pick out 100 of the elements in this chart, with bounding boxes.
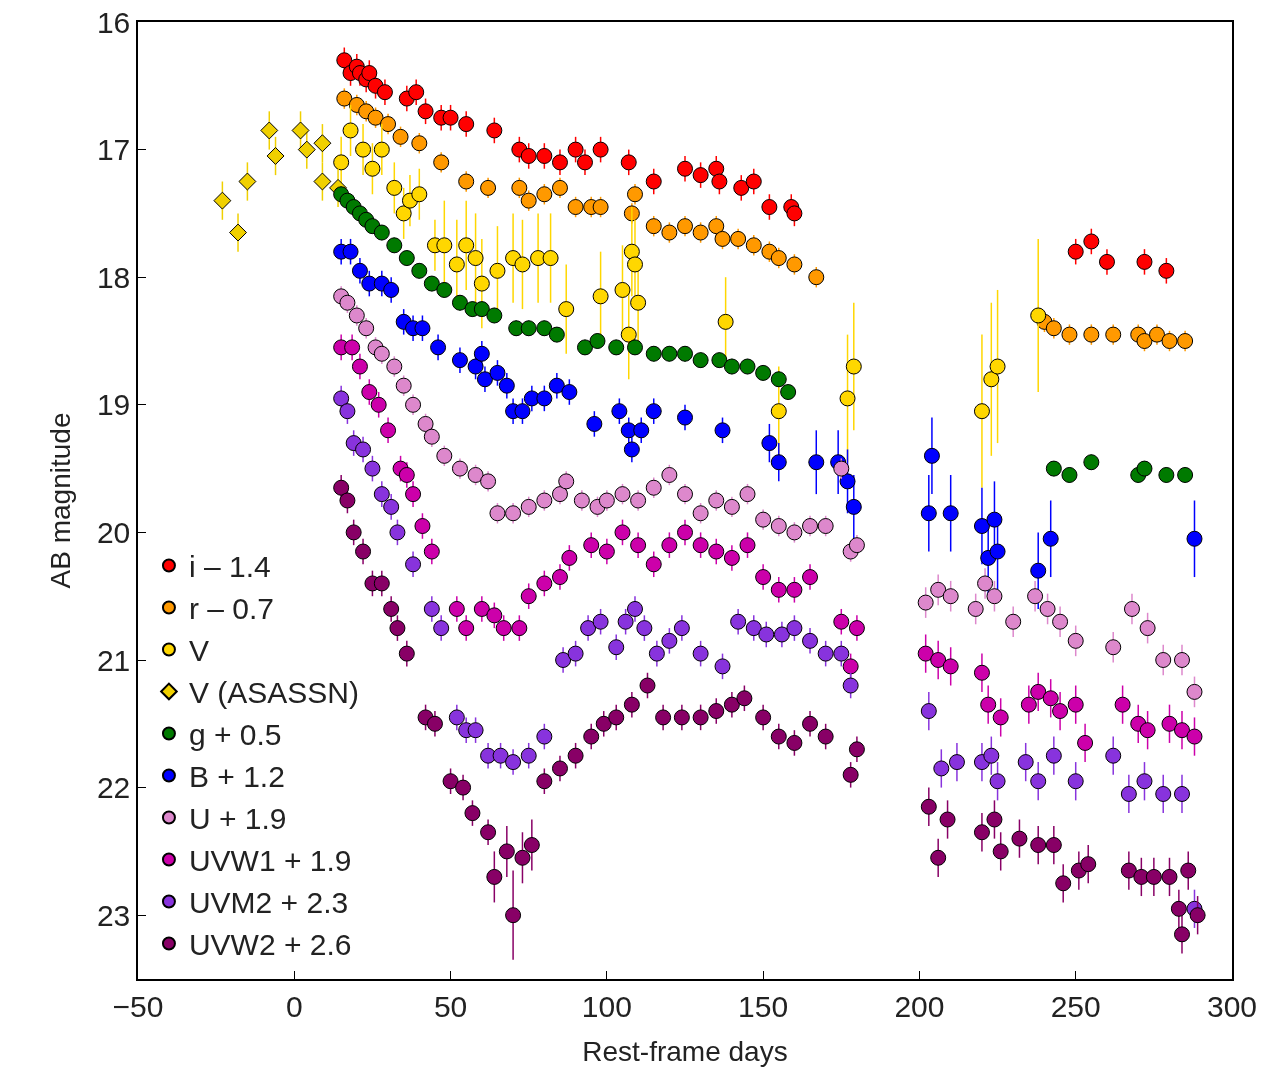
point [739,537,756,554]
y-tick-label: 23 [96,898,131,932]
point [692,505,709,522]
legend-label: U + 1.9 [188,802,287,836]
point [355,441,372,458]
point [486,607,503,624]
point [473,600,490,617]
point [411,135,428,152]
point [620,154,637,171]
point [1158,262,1175,279]
point [711,173,728,190]
point [986,511,1003,528]
point [770,403,787,420]
point [842,658,859,675]
point [536,575,553,592]
point [361,65,378,82]
point [1136,333,1153,349]
point [389,524,406,541]
point [1161,333,1178,349]
point [733,179,750,196]
point [297,140,316,159]
point [1030,683,1047,700]
point [755,569,772,586]
point [480,473,497,490]
point [417,103,434,120]
point [458,620,475,637]
point [333,154,350,171]
point [417,415,434,432]
point [229,223,247,242]
point [833,613,850,630]
point [408,84,425,101]
point [383,498,400,515]
point [344,339,361,356]
point [755,364,772,381]
point [983,371,1000,388]
point [677,345,693,362]
point [989,358,1006,375]
point [520,498,537,515]
point [1177,333,1194,349]
point [917,645,934,662]
point [608,639,625,656]
point [1186,683,1203,700]
point [339,294,356,311]
point [580,620,597,637]
point [342,243,359,260]
point [520,588,537,605]
point [498,377,515,394]
point [786,256,803,273]
point [414,518,431,535]
point [630,537,647,554]
point [1105,639,1122,656]
point [291,121,310,140]
point [608,339,625,356]
point [405,396,422,413]
point [1061,326,1078,343]
point [677,486,693,503]
point [592,141,609,158]
point [786,205,803,222]
point [386,179,403,196]
point [1067,632,1084,649]
point [723,498,740,515]
point [467,466,484,483]
point [433,620,450,637]
legend-label: V (ASASSN) [188,676,359,710]
point [708,218,725,235]
point [645,173,662,190]
point [1114,696,1131,713]
point [973,518,990,535]
point [1020,696,1037,713]
point [614,524,631,541]
legend-label: r – 0.7 [188,592,274,626]
point [548,326,565,343]
point [398,250,415,267]
point [238,172,257,191]
point [430,339,447,356]
point [636,620,653,637]
point [1045,320,1062,337]
point [1027,588,1044,605]
point [786,581,803,598]
point [511,620,528,637]
point [576,154,593,171]
point [551,486,568,503]
point [661,224,678,241]
y-tick-label: 16 [96,5,131,39]
point [645,556,662,573]
point [355,141,372,158]
point [558,301,575,318]
point [739,486,756,503]
point [1120,785,1137,802]
point [802,518,819,535]
point [536,186,553,203]
point [848,537,865,554]
point [1030,307,1047,324]
point [373,486,390,503]
legend-label: V [188,634,209,668]
point [848,620,865,637]
point [627,256,643,273]
legend-label: UVW1 + 1.9 [188,844,352,878]
point [486,122,503,139]
point [1136,773,1153,790]
